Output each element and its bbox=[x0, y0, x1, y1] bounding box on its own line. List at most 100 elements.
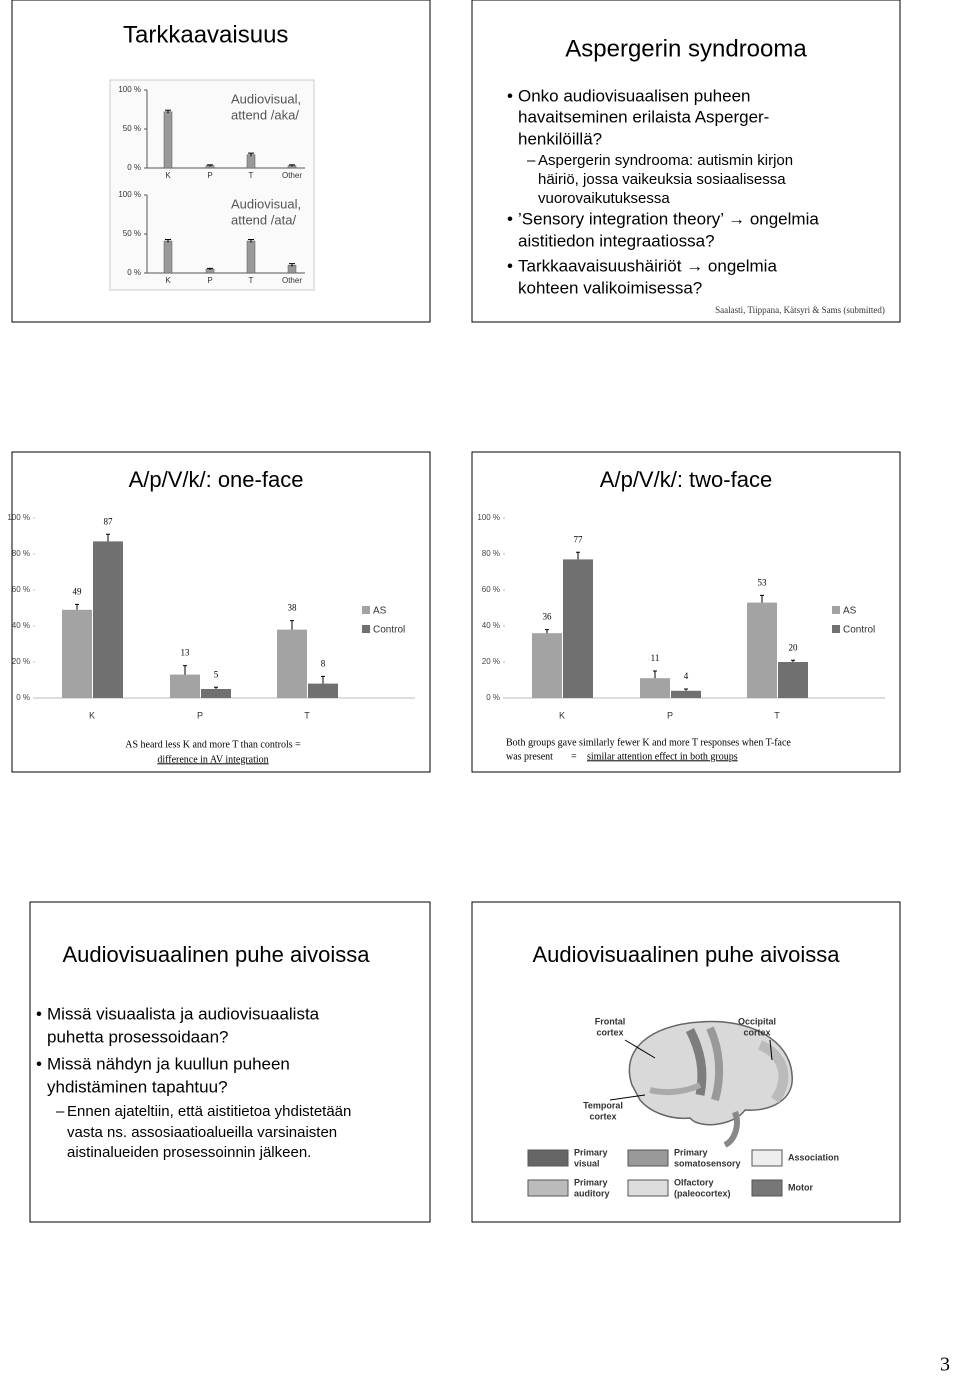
dash-marker: – bbox=[527, 152, 536, 169]
legend-label: Motor bbox=[788, 1182, 813, 1192]
x-tick-label: P bbox=[207, 171, 212, 180]
data-label: 11 bbox=[651, 653, 660, 663]
brain-figure bbox=[609, 1020, 793, 1148]
bullet-text: kohteen valikoimisessa? bbox=[518, 278, 702, 297]
data-label: 13 bbox=[181, 648, 191, 658]
legend-swatch bbox=[751, 1179, 783, 1197]
bullet-text: ’Sensory integration theory’ → ongelmia bbox=[518, 209, 819, 228]
caption: AS heard less K and more T than controls… bbox=[125, 739, 301, 750]
bullet-marker: • bbox=[507, 256, 513, 275]
y-tick-label: 20 % bbox=[482, 657, 500, 666]
bullet-text: Missä nähdyn ja kuullun puheen bbox=[47, 1054, 290, 1073]
bullet-text: Aspergerin syndrooma: autismin kirjon bbox=[538, 152, 793, 169]
data-label: 20 bbox=[789, 642, 799, 652]
error-bar bbox=[576, 551, 580, 560]
y-tick-label: 50 % bbox=[123, 124, 141, 133]
bullet-text: Tarkkaavaisuushäiriöt → ongelmia bbox=[518, 256, 777, 275]
data-label: 36 bbox=[543, 612, 553, 622]
bar bbox=[640, 678, 670, 698]
legend-label: Primary bbox=[674, 1147, 708, 1157]
bar bbox=[778, 662, 808, 698]
data-label: 38 bbox=[288, 603, 298, 613]
legend-swatch bbox=[362, 625, 370, 633]
error-bar bbox=[106, 533, 110, 542]
bullet-text: havaitseminen erilaista Asperger- bbox=[518, 107, 769, 126]
bullet-text: aistinalueiden prosessoinnin jälkeen. bbox=[67, 1144, 311, 1161]
bullet-marker: • bbox=[507, 86, 513, 105]
data-label: 5 bbox=[214, 669, 219, 679]
error-bar bbox=[75, 603, 79, 610]
slide-title: Audiovisuaalinen puhe aivoissa bbox=[533, 942, 841, 967]
y-tick-label: 0 % bbox=[127, 163, 141, 172]
legend-label: Primary bbox=[574, 1147, 608, 1157]
y-tick-label: 40 % bbox=[12, 621, 30, 630]
legend-swatch bbox=[627, 1149, 669, 1167]
caption: similar attention effect in both groups bbox=[587, 751, 738, 762]
legend-label: Olfactory bbox=[674, 1177, 714, 1187]
y-tick-label: 80 % bbox=[12, 549, 30, 558]
bar bbox=[277, 629, 307, 698]
bar bbox=[747, 602, 777, 698]
x-tick-label: T bbox=[249, 171, 254, 180]
legend-swatch bbox=[527, 1149, 569, 1167]
chart-label: attend /ata/ bbox=[231, 212, 296, 227]
error-bar bbox=[214, 686, 218, 689]
bullet-text: Missä visuaalista ja audiovisuaalista bbox=[47, 1004, 320, 1023]
legend-label: Control bbox=[373, 625, 405, 636]
slide-title: A/p/V/k/: one-face bbox=[129, 467, 304, 492]
dash-marker: – bbox=[56, 1103, 65, 1120]
figure-label: cortex bbox=[743, 1027, 770, 1037]
data-label: 8 bbox=[321, 658, 326, 668]
bullet-text: Onko audiovisuaalisen puheen bbox=[518, 86, 751, 105]
error-bar bbox=[791, 659, 795, 662]
bar bbox=[93, 541, 123, 698]
legend-swatch bbox=[627, 1179, 669, 1197]
y-tick-label: 20 % bbox=[12, 657, 30, 666]
error-bar bbox=[248, 152, 254, 157]
y-tick-label: 100 % bbox=[7, 513, 30, 522]
bar bbox=[163, 111, 173, 169]
x-tick-label: Other bbox=[282, 276, 302, 285]
error-bar bbox=[289, 164, 295, 167]
bullet-text: vuorovaikutuksessa bbox=[538, 190, 670, 207]
y-tick-label: 100 % bbox=[477, 513, 500, 522]
y-tick-label: 60 % bbox=[12, 585, 30, 594]
x-tick-label: T bbox=[774, 710, 780, 720]
slide-title: Tarkkaavaisuus bbox=[123, 21, 288, 48]
chart-label: attend /aka/ bbox=[231, 107, 299, 122]
x-tick-label: K bbox=[165, 276, 171, 285]
legend-label: (paleocortex) bbox=[674, 1188, 731, 1198]
legend-label: Primary bbox=[574, 1177, 608, 1187]
legend-label: AS bbox=[373, 606, 387, 617]
y-tick-label: 80 % bbox=[482, 549, 500, 558]
x-tick-label: K bbox=[165, 171, 171, 180]
caption: difference in AV integration bbox=[157, 754, 268, 765]
error-bar bbox=[290, 620, 294, 630]
slide-title: Audiovisuaalinen puhe aivoissa bbox=[63, 942, 371, 967]
y-tick-label: 60 % bbox=[482, 585, 500, 594]
legend-label: somatosensory bbox=[674, 1158, 741, 1168]
x-tick-label: P bbox=[667, 710, 673, 720]
bar bbox=[563, 559, 593, 698]
page-number: 3 bbox=[940, 1354, 950, 1376]
y-tick-label: 0 % bbox=[127, 268, 141, 277]
figure-label: cortex bbox=[589, 1111, 616, 1121]
y-tick-label: 40 % bbox=[482, 621, 500, 630]
error-bar bbox=[207, 164, 213, 167]
figure-label: Frontal bbox=[595, 1016, 626, 1026]
legend-swatch bbox=[362, 606, 370, 614]
error-bar bbox=[321, 675, 325, 684]
bullet-marker: • bbox=[507, 209, 513, 228]
y-tick-label: 100 % bbox=[118, 190, 141, 199]
legend-swatch bbox=[832, 625, 840, 633]
bullet-text: Ennen ajateltiin, että aistitietoa yhdis… bbox=[67, 1103, 351, 1120]
bar bbox=[246, 154, 256, 169]
error-bar bbox=[248, 238, 254, 243]
y-tick-label: 0 % bbox=[16, 693, 30, 702]
legend-label: Control bbox=[843, 625, 875, 636]
data-label: 49 bbox=[73, 586, 83, 596]
bullet-text: henkilöillä? bbox=[518, 129, 602, 148]
error-bar bbox=[760, 594, 764, 603]
figure-label: Occipital bbox=[738, 1016, 776, 1026]
slide-frame bbox=[471, 451, 901, 773]
